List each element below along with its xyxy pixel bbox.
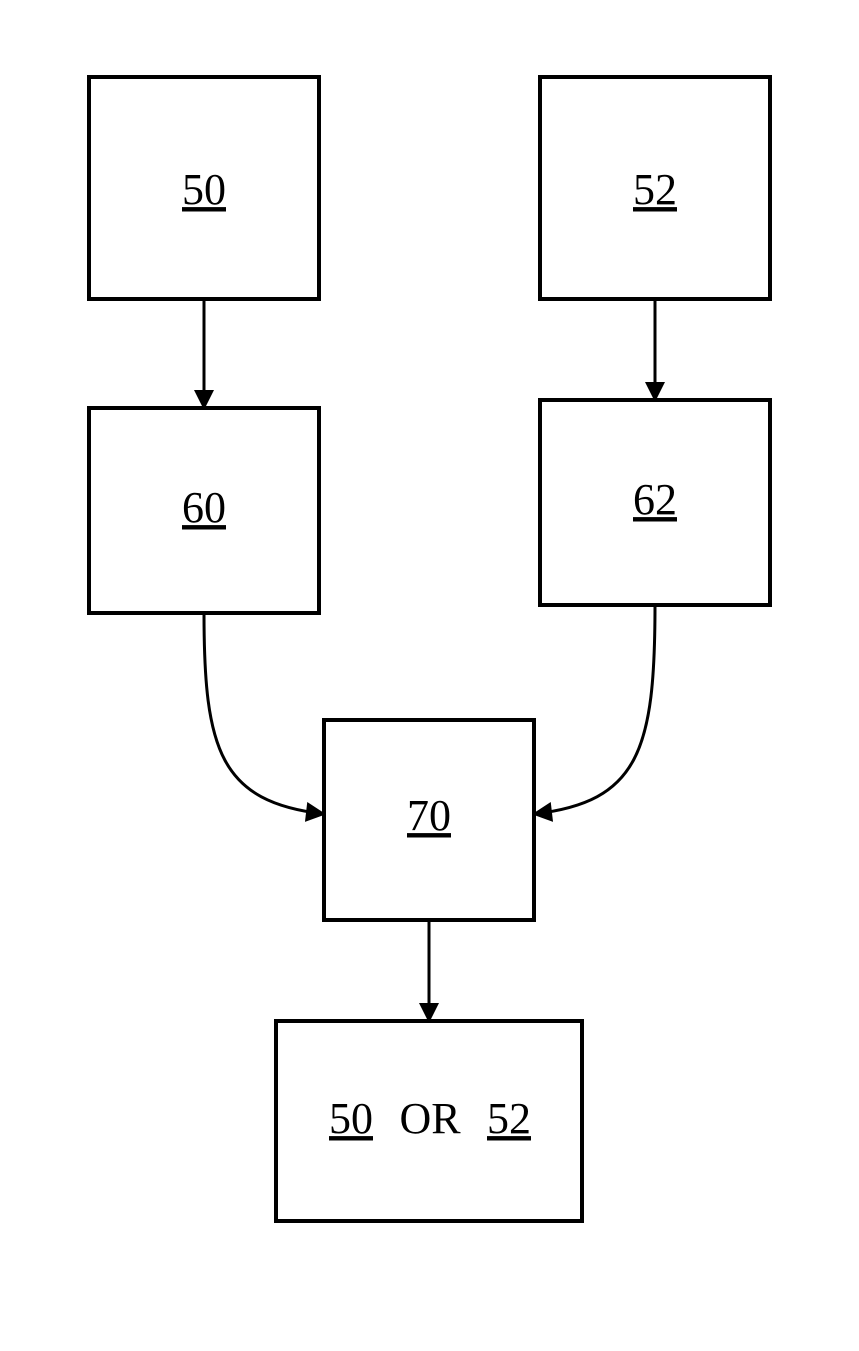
node-n50-label-0: 50 (182, 165, 226, 214)
node-nout-label-0: 50 (329, 1094, 373, 1143)
node-n70: 70 (324, 720, 534, 920)
node-n60-label-0: 60 (182, 483, 226, 532)
node-n70-label-0: 70 (407, 791, 451, 840)
node-n62-label-0: 62 (633, 475, 677, 524)
edge-n60-n70 (204, 613, 324, 814)
node-n60: 60 (89, 408, 319, 613)
node-n52-label-0: 52 (633, 165, 677, 214)
node-nout-label-2: 52 (487, 1094, 531, 1143)
node-nout: 50 OR 52 (276, 1021, 582, 1221)
node-n50: 50 (89, 77, 319, 299)
node-nout-label-1: OR (399, 1094, 461, 1143)
edge-n62-n70 (534, 605, 655, 814)
node-n62: 62 (540, 400, 770, 605)
node-n52: 52 (540, 77, 770, 299)
